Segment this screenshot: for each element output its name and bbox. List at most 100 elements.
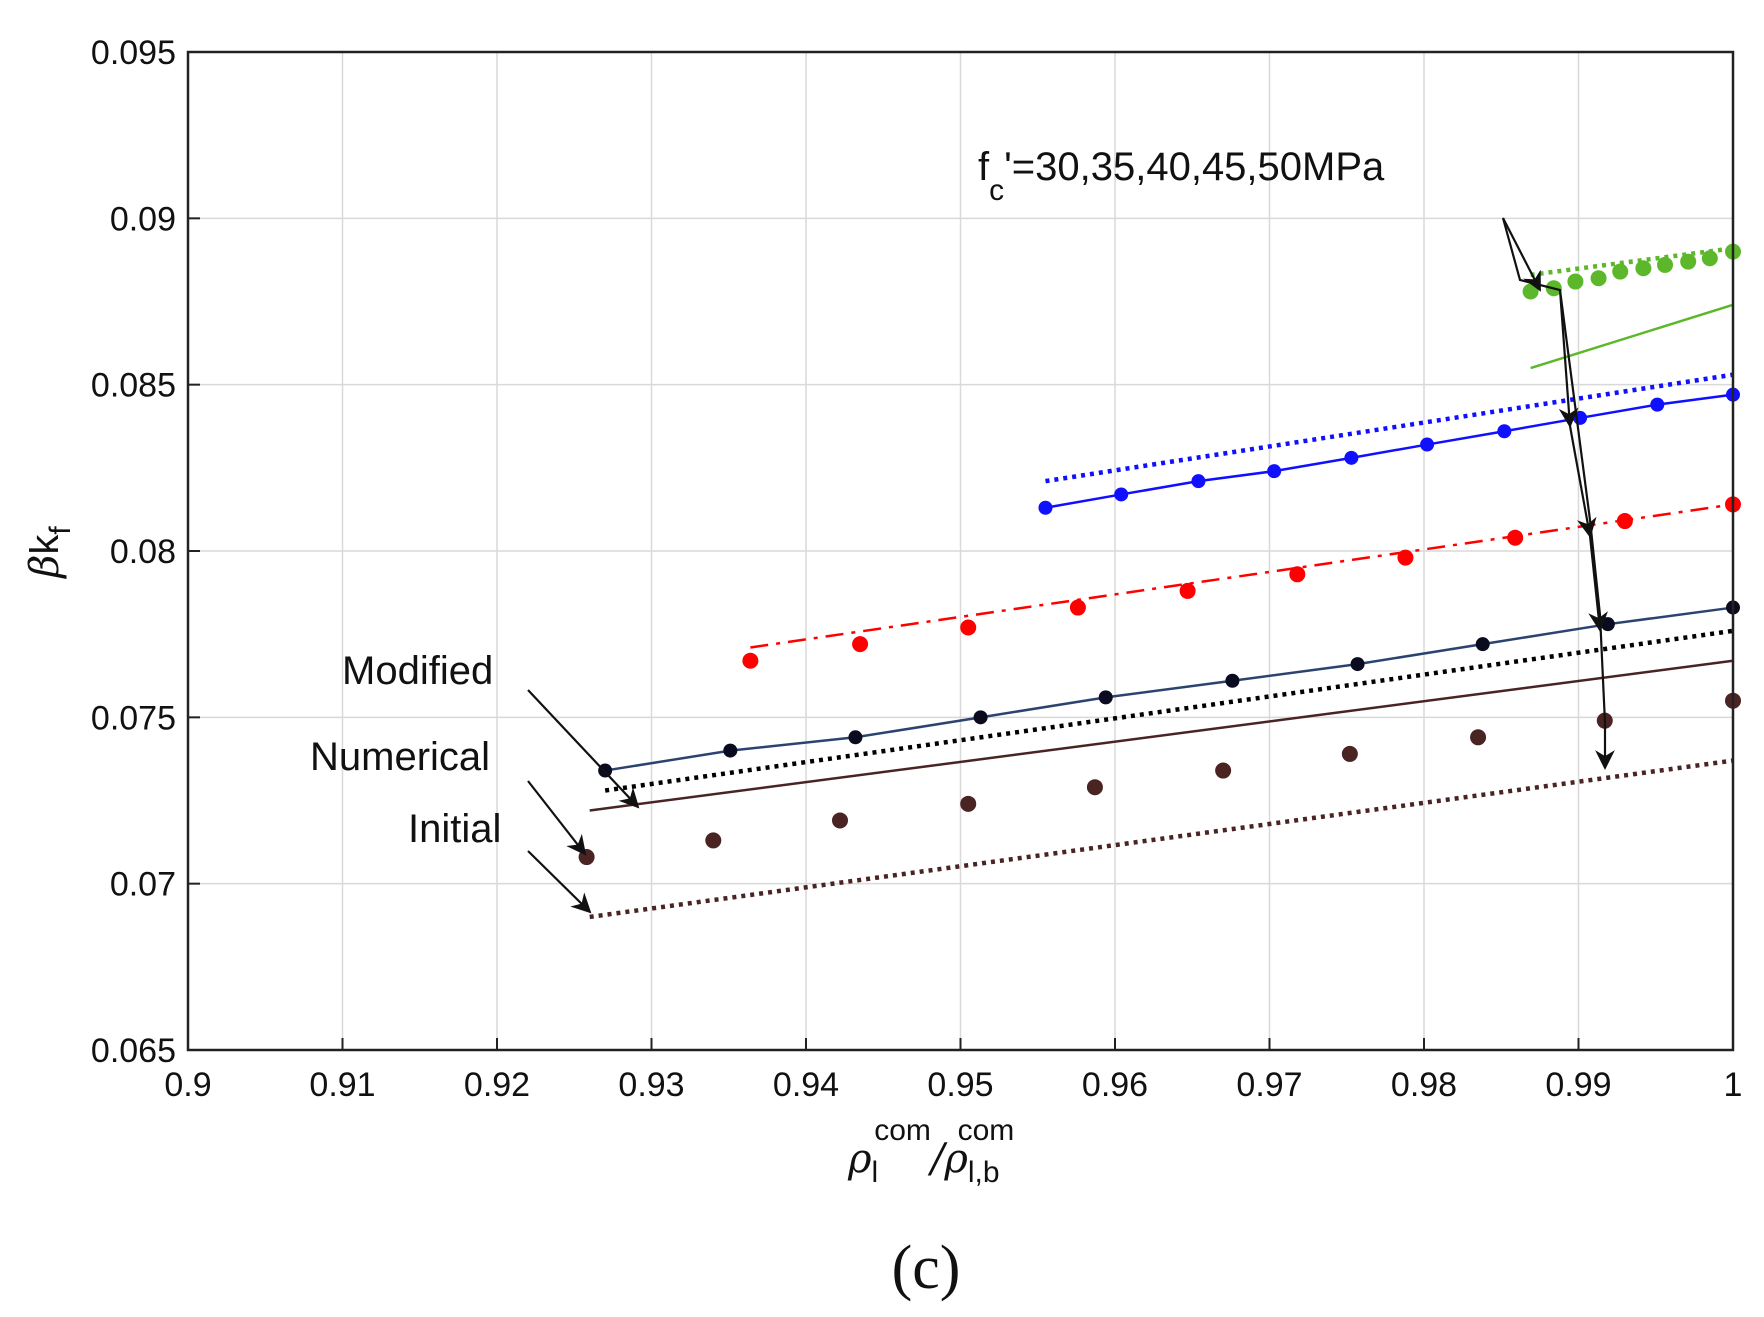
series-line	[589, 758, 1734, 920]
initial-arrow	[527, 850, 592, 914]
series-layer	[578, 243, 1741, 920]
initial-label: Initial	[408, 807, 501, 851]
fc-label-main: f	[978, 145, 990, 189]
numerical-arrow	[527, 780, 587, 856]
x-tick-label: 0.96	[1082, 1066, 1148, 1104]
x-label-sup2: com	[958, 1114, 1015, 1147]
data-point	[1086, 779, 1103, 796]
data-point	[1098, 690, 1113, 705]
data-point	[973, 710, 988, 725]
data-point	[1069, 599, 1086, 616]
data-point	[1114, 487, 1129, 502]
y-tick-label: 0.095	[91, 34, 176, 72]
data-point	[1470, 729, 1487, 746]
data-point	[1420, 437, 1435, 452]
series-6	[750, 503, 1734, 649]
x-tick-label: 0.94	[773, 1066, 839, 1104]
data-point	[1344, 450, 1359, 465]
fc-label-sub: c	[989, 174, 1004, 207]
x-tick-label: 0.97	[1236, 1066, 1302, 1104]
x-label-slash: /	[927, 1136, 948, 1182]
x-tick-label: 0.99	[1545, 1066, 1611, 1104]
y-axis-label: βkf	[22, 526, 77, 580]
y-tick-label: 0.075	[91, 699, 176, 737]
x-label-rho1: ρ	[847, 1136, 872, 1182]
series-3	[598, 600, 1740, 778]
series-8	[1045, 372, 1734, 484]
x-tick-label: 0.91	[309, 1066, 375, 1104]
y-label-beta: β	[22, 555, 68, 580]
series-line	[1045, 372, 1734, 484]
data-point	[848, 730, 863, 745]
data-point	[1475, 637, 1490, 652]
series-4	[604, 628, 1734, 793]
series-line	[604, 628, 1734, 793]
y-tick-label: 0.09	[110, 200, 176, 238]
data-point	[1179, 582, 1196, 599]
y-tick-label: 0.07	[110, 866, 176, 904]
data-point	[1701, 250, 1718, 267]
data-point	[1225, 673, 1240, 688]
series-line	[1045, 393, 1734, 509]
fc-arrow-to-blue	[1558, 289, 1579, 428]
series-line	[589, 659, 1734, 812]
data-point	[1289, 566, 1306, 583]
series-1	[589, 659, 1734, 812]
data-point	[1522, 283, 1539, 300]
data-point	[1612, 263, 1629, 280]
series-line	[1530, 246, 1734, 278]
modified-label: Modified	[342, 649, 493, 693]
data-point	[1567, 273, 1584, 290]
y-tick-label: 0.08	[110, 533, 176, 571]
x-axis-label: ρlcom/ρl,bcom	[847, 1114, 1014, 1189]
figure-caption: (c)	[892, 1234, 961, 1302]
x-tick-label: 0.92	[464, 1066, 530, 1104]
fc-label: fc'=30,35,40,45,50MPa	[978, 145, 1385, 207]
x-tick-label: 0.9	[164, 1066, 211, 1104]
data-point	[831, 812, 848, 829]
annotation-arrows	[527, 217, 1615, 914]
data-point	[742, 652, 759, 669]
ticks: 0.9 0.91 0.92 0.93 0.94 0.95 0.96 0.97 0.98 0.99 1…	[91, 34, 1743, 1104]
data-point	[1650, 397, 1665, 412]
data-point	[960, 795, 977, 812]
x-tick-label: 1	[1724, 1066, 1743, 1104]
data-point	[1635, 260, 1652, 277]
data-point	[1267, 464, 1282, 479]
x-label-sub2: l,b	[968, 1156, 1000, 1189]
data-point	[1350, 657, 1365, 672]
data-point	[578, 849, 595, 866]
series-line	[750, 503, 1734, 649]
series-2	[589, 758, 1734, 920]
data-point	[1590, 270, 1607, 287]
y-label-sub: f	[44, 526, 77, 535]
series-11	[1530, 246, 1734, 278]
y-label-k: k	[23, 534, 67, 555]
data-point	[723, 743, 738, 758]
fc-arrow-to-red	[1568, 425, 1597, 538]
data-point	[705, 832, 722, 849]
x-label-sup1: com	[874, 1114, 931, 1147]
x-tick-label: 0.95	[927, 1066, 993, 1104]
grid	[188, 52, 1733, 1050]
x-label-rho2: ρ	[943, 1136, 968, 1182]
data-point	[1497, 424, 1512, 439]
data-point	[1507, 529, 1524, 546]
numerical-label: Numerical	[310, 735, 490, 779]
modified-arrow	[527, 689, 640, 809]
data-point	[1600, 617, 1615, 632]
fc-arrow-to-green	[1502, 217, 1541, 292]
fc-arrow-to-navy	[1588, 535, 1608, 632]
y-tick-label: 0.065	[91, 1032, 176, 1070]
data-point	[1680, 253, 1697, 270]
data-point	[1038, 500, 1053, 515]
x-label-sub1: l	[872, 1156, 879, 1189]
data-point	[1191, 474, 1206, 489]
series-line	[604, 606, 1734, 772]
data-point	[1341, 745, 1358, 762]
data-point	[960, 619, 977, 636]
data-point	[1657, 256, 1674, 273]
data-point	[1215, 762, 1232, 779]
x-tick-label: 0.98	[1391, 1066, 1457, 1104]
y-tick-label: 0.085	[91, 367, 176, 405]
